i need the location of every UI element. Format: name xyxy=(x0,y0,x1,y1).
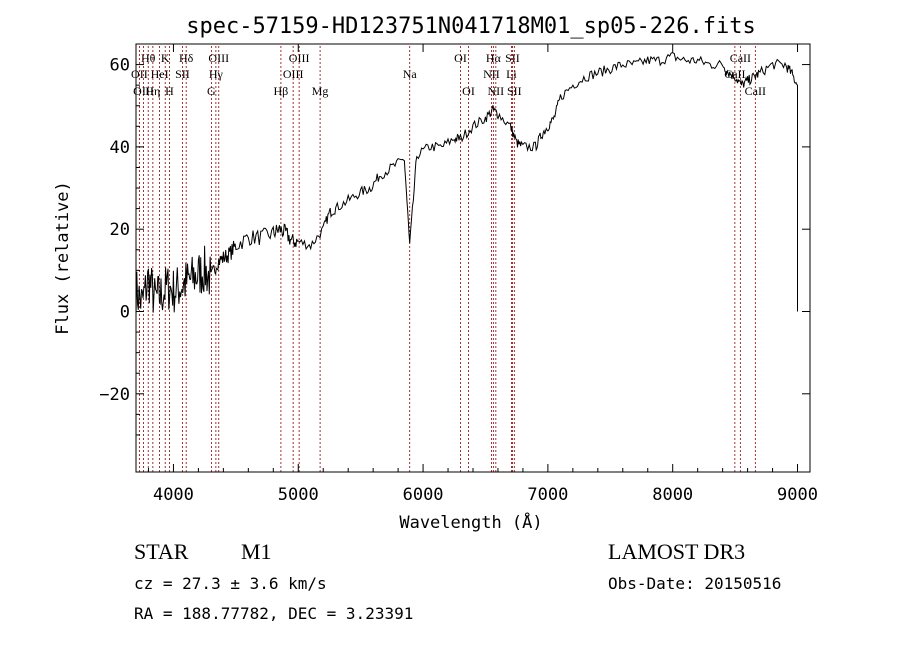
y-tick-label: 0 xyxy=(120,303,130,323)
line-marker-label: Hα xyxy=(486,51,502,65)
line-marker-label: Hγ xyxy=(209,67,224,81)
y-tick-label: 60 xyxy=(110,56,130,76)
line-marker-label: CaII xyxy=(730,51,751,65)
line-marker-label: Mg xyxy=(312,84,329,98)
y-tick-label: −20 xyxy=(99,385,130,405)
line-marker-label: SII xyxy=(505,51,520,65)
object-class: STAR xyxy=(134,539,189,564)
chart-title: spec-57159-HD123751N041718M01_sp05-226.f… xyxy=(186,14,756,39)
line-marker-label: Hβ xyxy=(274,84,289,98)
line-marker-label: OII xyxy=(131,67,148,81)
x-tick-label: 8000 xyxy=(652,485,693,505)
y-axis-label: Flux (relative) xyxy=(53,181,73,335)
y-tick-label: 40 xyxy=(110,138,130,158)
line-marker-label: NII xyxy=(488,84,505,98)
y-axis: −20 0 20 40 60 xyxy=(99,56,810,436)
object-subclass: M1 xyxy=(241,539,272,564)
line-marker-label: SII xyxy=(175,67,190,81)
plot-frame xyxy=(135,43,811,473)
spectrum-series xyxy=(135,52,798,316)
x-tick-label: 9000 xyxy=(777,485,818,505)
line-marker-label: CaII xyxy=(745,84,766,98)
observation-date: Obs-Date: 20150516 xyxy=(608,574,782,593)
x-tick-label: 6000 xyxy=(403,485,444,505)
x-tick-label: 4000 xyxy=(153,485,194,505)
coordinates: RA = 188.77782, DEC = 3.23391 xyxy=(134,604,414,623)
line-marker-label: G xyxy=(207,84,216,98)
x-axis: 4000 5000 6000 7000 8000 9000 xyxy=(147,44,818,505)
x-tick-label: 7000 xyxy=(527,485,568,505)
line-marker-label: CaII xyxy=(724,67,745,81)
survey-name: LAMOST DR3 xyxy=(608,539,746,564)
x-axis-label: Wavelength (Å) xyxy=(399,511,542,533)
line-marker-label: Li xyxy=(506,67,517,81)
line-marker-label: OIII xyxy=(133,84,154,98)
line-marker-label: OIII xyxy=(289,51,310,65)
line-marker-label: Hθ xyxy=(141,51,156,65)
line-marker-label: OI xyxy=(454,51,467,65)
line-marker-label: NII xyxy=(483,67,500,81)
y-tick-label: 20 xyxy=(110,220,130,240)
spectrum-line xyxy=(135,52,798,316)
line-marker-label: OIII xyxy=(283,67,304,81)
line-marker-label: SII xyxy=(507,84,522,98)
x-tick-label: 5000 xyxy=(278,485,319,505)
line-marker-label: Hδ xyxy=(179,51,194,65)
line-marker-label: OI xyxy=(462,84,475,98)
line-marker-label: OIII xyxy=(208,51,229,65)
redshift-value: cz = 27.3 ± 3.6 km/s xyxy=(134,574,327,593)
line-marker-label: HeI xyxy=(151,67,169,81)
line-marker-label: K xyxy=(161,51,170,65)
line-marker-label: Na xyxy=(403,67,418,81)
line-marker-label: Hη xyxy=(145,84,160,98)
line-marker-label: H xyxy=(165,84,174,98)
